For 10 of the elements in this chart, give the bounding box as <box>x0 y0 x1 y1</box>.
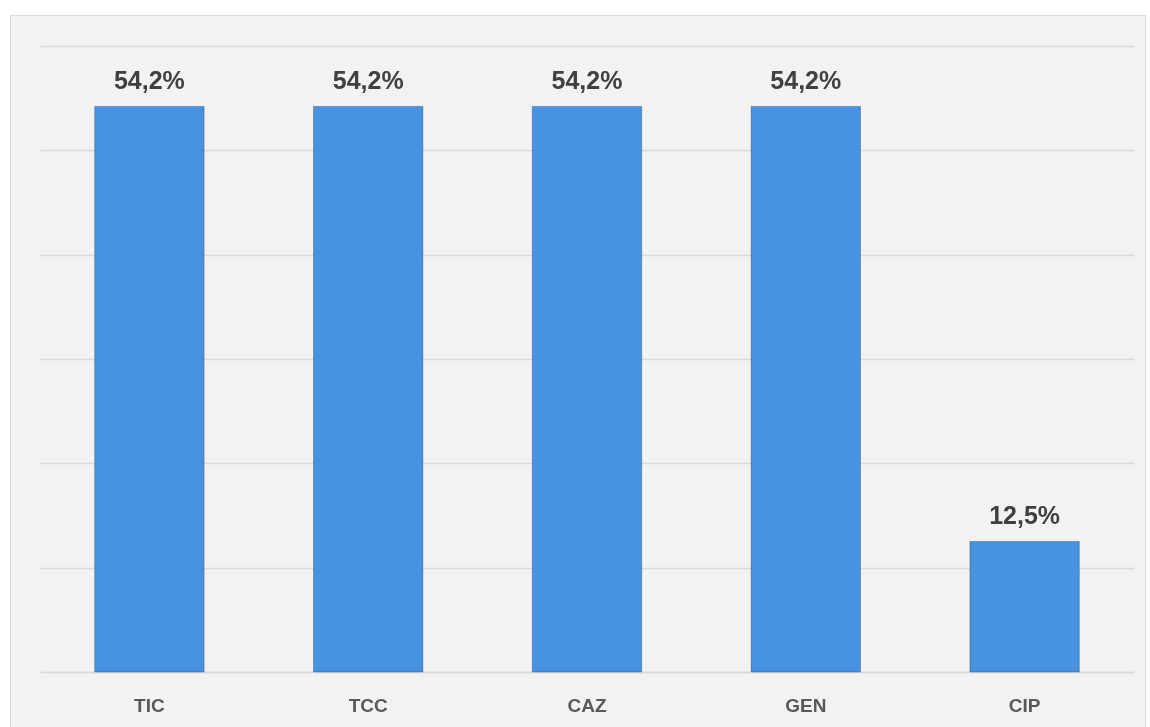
x-tick-label: GEN <box>785 694 827 716</box>
data-label: 54,2% <box>551 65 623 94</box>
x-tick-label: TCC <box>348 694 388 716</box>
data-label: 12,5% <box>989 500 1061 529</box>
x-tick-label: CIP <box>1008 694 1041 716</box>
x-tick-label: CAZ <box>567 694 607 716</box>
data-label: 54,2% <box>332 65 404 94</box>
data-label: 54,2% <box>113 65 185 94</box>
data-label: 54,2% <box>770 65 842 94</box>
x-tick-label: TIC <box>134 694 165 716</box>
